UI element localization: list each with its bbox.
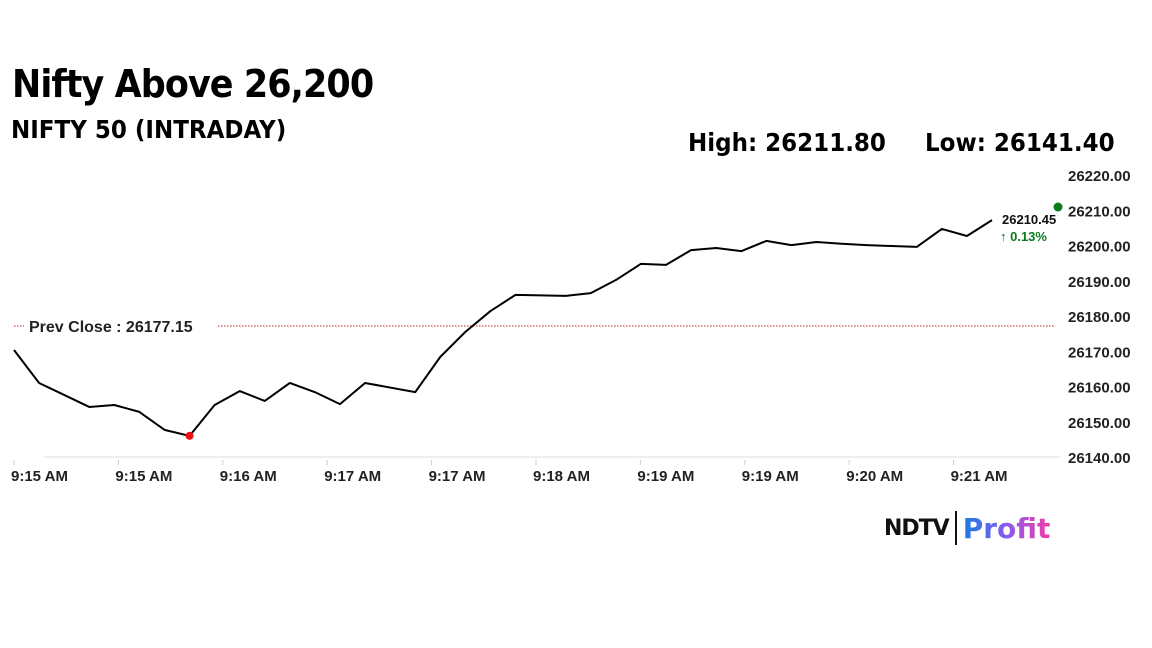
y-tick-label: 26180.00 [1068, 309, 1131, 326]
live-marker [1053, 202, 1063, 212]
y-tick-label: 26170.00 [1068, 344, 1131, 361]
y-tick-label: 26200.00 [1068, 239, 1131, 256]
logo-divider [954, 511, 957, 545]
x-tick-label: 9:17 AM [324, 468, 381, 485]
y-tick-label: 26220.00 [1068, 168, 1131, 185]
x-tick-label: 9:19 AM [637, 468, 694, 485]
logo-ndtv: NDTV [884, 515, 950, 541]
ndtv-profit-logo: NDTV Profit [884, 510, 1050, 546]
y-tick-label: 26160.00 [1068, 380, 1131, 397]
x-tick-label: 9:15 AM [11, 468, 68, 485]
x-tick-label: 9:18 AM [533, 468, 590, 485]
last-value-label: 26210.45 [1002, 212, 1056, 227]
prev-close-label: Prev Close : 26177.15 [29, 319, 193, 336]
y-tick-label: 26190.00 [1068, 274, 1131, 291]
x-tick-label: 9:16 AM [220, 468, 277, 485]
x-tick-label: 9:19 AM [742, 468, 799, 485]
low-value: Low: 26141.40 [925, 128, 1115, 157]
x-tick-label: 9:15 AM [115, 468, 172, 485]
logo-profit: Profit [962, 511, 1051, 545]
high-value: High: 26211.80 [688, 128, 886, 157]
y-tick-label: 26150.00 [1068, 415, 1131, 432]
change-label: ↑ 0.13% [1000, 229, 1047, 244]
y-tick-label: 26210.00 [1068, 203, 1131, 220]
x-tick-label: 9:21 AM [951, 468, 1008, 485]
x-tick-label: 9:17 AM [429, 468, 486, 485]
y-tick-label: 26140.00 [1068, 450, 1131, 467]
low-marker [185, 431, 194, 440]
x-tick-label: 9:20 AM [846, 468, 903, 485]
page-title: Nifty Above 26,200 [12, 62, 374, 106]
chart-subtitle: NIFTY 50 (INTRADAY) [11, 115, 287, 144]
prev-close-label-bg [24, 317, 217, 336]
price-line [13, 219, 993, 437]
